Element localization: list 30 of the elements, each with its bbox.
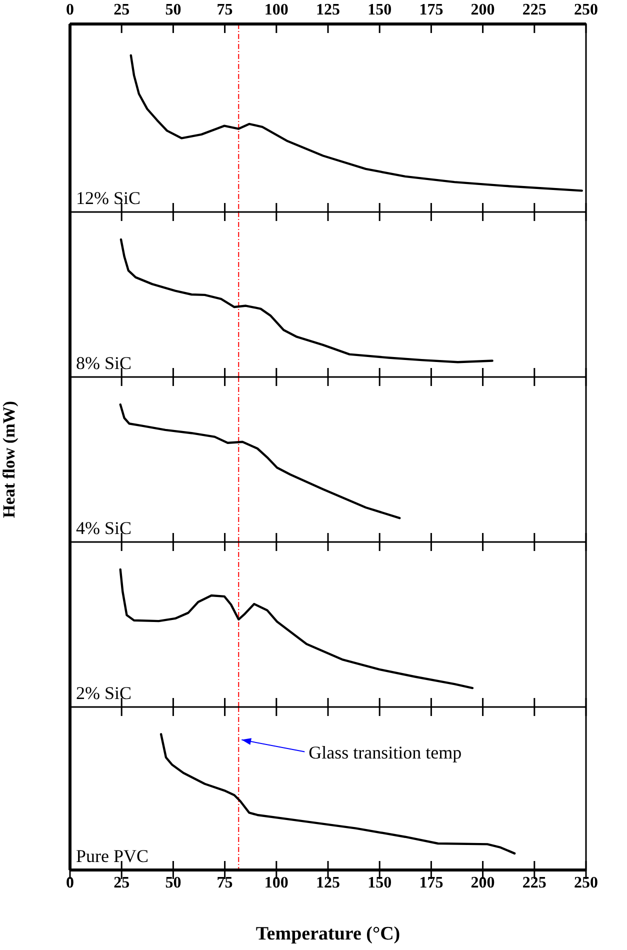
- x-tick-label: 250: [574, 874, 598, 892]
- y-axis-title: Heat flow (mW): [0, 400, 19, 518]
- x-tick-label: 100: [264, 2, 288, 19]
- x-tick-label: 175: [419, 2, 444, 19]
- x-axis-title: Temperature (°C): [256, 924, 400, 945]
- x-tick-label: 175: [419, 874, 444, 892]
- x-tick-label: 125: [316, 2, 340, 19]
- x-tick-label: 250: [574, 2, 598, 19]
- x-tick-label: 200: [470, 874, 495, 892]
- text: Pure PVC: [76, 846, 149, 866]
- x-tick-label: 225: [522, 2, 546, 19]
- text: 4% SiC: [76, 518, 132, 538]
- x-tick-label: 25: [114, 874, 130, 892]
- x-tick-label: 50: [165, 2, 182, 19]
- x-tick-label: 125: [316, 874, 340, 892]
- annotation: Glass transition temp: [308, 742, 462, 762]
- x-tick-label: 25: [114, 2, 130, 19]
- x-tick-label: 100: [264, 874, 288, 892]
- x-tick-label: 150: [368, 874, 392, 892]
- x-tick-label: 0: [66, 2, 74, 19]
- x-tick-label: 50: [165, 874, 182, 892]
- x-tick-label: 75: [216, 874, 233, 892]
- x-tick-label: 150: [368, 2, 392, 19]
- x-tick-label: 75: [216, 2, 233, 19]
- text: 8% SiC: [76, 353, 132, 373]
- x-tick-label: 200: [470, 2, 495, 19]
- x-tick-label: 225: [522, 874, 546, 892]
- text: 2% SiC: [76, 683, 132, 703]
- legend-label: 12% SiC: [76, 188, 141, 208]
- x-tick-label: 0: [66, 874, 74, 892]
